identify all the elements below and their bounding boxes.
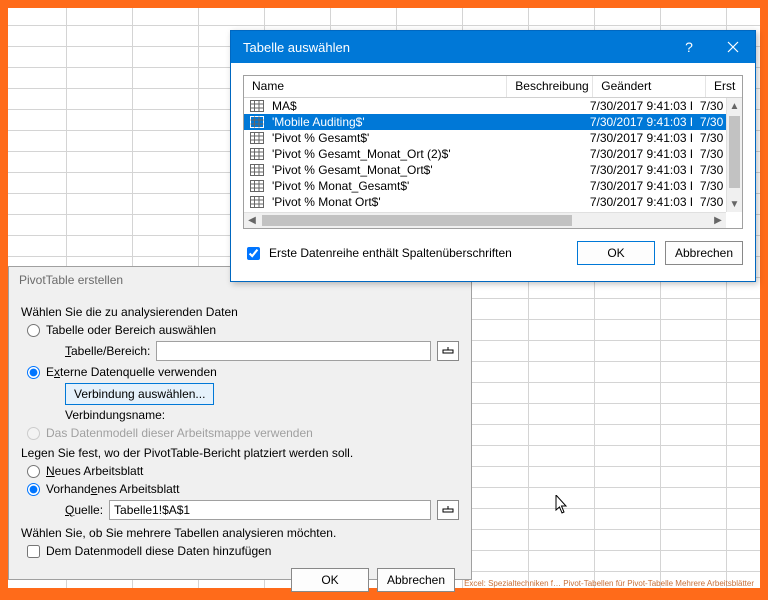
col-created[interactable]: Erst — [706, 76, 742, 97]
scroll-up-icon: ▲ — [727, 98, 742, 114]
cell-name: 'Mobile Auditing$' — [264, 115, 503, 129]
radio-use-data-model-label: Das Datenmodell dieser Arbeitsmappe verw… — [46, 426, 313, 440]
scroll-left-icon: ◀ — [244, 213, 260, 228]
col-name[interactable]: Name — [244, 76, 507, 97]
cell-modified: 7/30/2017 9:41:03 PM — [582, 179, 692, 193]
table-row[interactable]: 'Mobile Auditing$' 7/30/2017 9:41:03 PM7/… — [244, 114, 726, 130]
table-icon — [250, 180, 264, 192]
horizontal-scrollbar[interactable]: ◀ ▶ — [244, 212, 726, 228]
scroll-thumb-h[interactable] — [262, 215, 572, 226]
checkbox-first-row-headers-label: Erste Datenreihe enthält Spaltenüberschr… — [269, 246, 512, 260]
table-row[interactable]: 'Pivot % Gesamt_Monat_Ort$' 7/30/2017 9:4… — [244, 162, 726, 178]
label-source: Quelle: — [65, 503, 103, 517]
table-row[interactable]: MA$ 7/30/2017 9:41:03 PM7/30 — [244, 98, 726, 114]
cell-created: 7/30 — [692, 147, 726, 161]
cell-name: 'Pivot % Gesamt_Monat_Ort$' — [264, 163, 503, 177]
select-table-titlebar[interactable]: Tabelle auswählen ? — [231, 31, 755, 63]
table-row[interactable]: 'Pivot % Monat_Gesamt$' 7/30/2017 9:41:03… — [244, 178, 726, 194]
cell-created: 7/30 — [692, 115, 726, 129]
cell-name: 'Pivot % Monat_Gesamt$' — [264, 179, 503, 193]
col-desc[interactable]: Beschreibung — [507, 76, 593, 97]
cell-modified: 7/30/2017 9:41:03 PM — [582, 115, 692, 129]
checkbox-first-row-headers[interactable] — [247, 247, 260, 260]
label-connection-name: Verbindungsname: — [65, 408, 165, 422]
table-ok-button[interactable]: OK — [577, 241, 655, 265]
table-icon — [250, 100, 264, 112]
cell-created: 7/30 — [692, 179, 726, 193]
radio-external-source[interactable] — [27, 366, 40, 379]
cell-modified: 7/30/2017 9:41:03 PM — [582, 195, 692, 209]
checkbox-add-to-datamodel[interactable] — [27, 545, 40, 558]
radio-table-range-label: Tabelle oder Bereich auswählen — [46, 323, 216, 337]
input-table-range[interactable] — [156, 341, 431, 361]
help-icon: ? — [685, 39, 693, 55]
radio-existing-sheet-label: Vorhandenes Arbeitsblatt — [46, 482, 179, 496]
mouse-cursor-icon — [555, 495, 569, 515]
table-row[interactable]: 'Pivot % Gesamt$' 7/30/2017 9:41:03 PM7/3… — [244, 130, 726, 146]
collapse-icon — [442, 504, 454, 516]
cell-modified: 7/30/2017 9:41:03 PM — [582, 147, 692, 161]
cell-modified: 7/30/2017 9:41:03 PM — [582, 131, 692, 145]
table-icon — [250, 116, 264, 128]
select-table-title: Tabelle auswählen — [243, 40, 350, 55]
help-button[interactable]: ? — [667, 31, 711, 63]
cell-name: 'Pivot % Monat Ort$' — [264, 195, 503, 209]
radio-external-source-label: Externe Datenquelle verwenden — [46, 365, 217, 379]
input-source[interactable] — [109, 500, 431, 520]
radio-table-range[interactable] — [27, 324, 40, 337]
label-table-range: Tabelle/Bereich: — [65, 344, 150, 358]
table-cancel-button[interactable]: Abbrechen — [665, 241, 743, 265]
radio-new-sheet[interactable] — [27, 465, 40, 478]
table-row[interactable]: 'Pivot % Gesamt_Monat_Ort (2)$' 7/30/2017… — [244, 146, 726, 162]
scroll-thumb[interactable] — [729, 116, 740, 188]
watermark-text: Excel: Spezialtechniken f… Pivot-Tabelle… — [464, 579, 754, 588]
pivot-multi-text: Wählen Sie, ob Sie mehrere Tabellen anal… — [21, 526, 459, 540]
cell-created: 7/30 — [692, 131, 726, 145]
pivot-create-dialog: PivotTable erstellen Wählen Sie die zu a… — [8, 266, 472, 580]
table-header-row: Name Beschreibung Geändert Erst — [244, 76, 742, 98]
ref-picker-range[interactable] — [437, 341, 459, 361]
checkbox-add-to-datamodel-label: Dem Datenmodell diese Daten hinzufügen — [46, 544, 271, 558]
scroll-right-icon: ▶ — [710, 213, 726, 228]
table-row[interactable]: 'Pivot % Monat Ort$' 7/30/2017 9:41:03 PM… — [244, 194, 726, 210]
pivot-placement-text: Legen Sie fest, wo der PivotTable-Berich… — [21, 446, 459, 460]
close-button[interactable] — [711, 31, 755, 63]
table-icon — [250, 148, 264, 160]
radio-use-data-model — [27, 427, 40, 440]
cell-modified: 7/30/2017 9:41:03 PM — [582, 163, 692, 177]
cell-created: 7/30 — [692, 99, 726, 113]
pivot-intro-text: Wählen Sie die zu analysierenden Daten — [21, 305, 459, 319]
table-icon — [250, 132, 264, 144]
cell-name: MA$ — [264, 99, 503, 113]
table-list: Name Beschreibung Geändert Erst MA$ 7/30/… — [243, 75, 743, 229]
ref-picker-source[interactable] — [437, 500, 459, 520]
cell-created: 7/30 — [692, 195, 726, 209]
pivot-cancel-button[interactable]: Abbrechen — [377, 568, 455, 592]
col-modified[interactable]: Geändert — [593, 76, 706, 97]
table-icon — [250, 196, 264, 208]
radio-new-sheet-label: Neues Arbeitsblatt — [46, 464, 143, 478]
scroll-down-icon: ▼ — [727, 196, 742, 212]
table-icon — [250, 164, 264, 176]
cell-modified: 7/30/2017 9:41:03 PM — [582, 99, 692, 113]
collapse-icon — [442, 345, 454, 357]
pivot-ok-button[interactable]: OK — [291, 568, 369, 592]
cell-name: 'Pivot % Gesamt$' — [264, 131, 503, 145]
cell-created: 7/30 — [692, 163, 726, 177]
choose-connection-button[interactable]: Verbindung auswählen... — [65, 383, 214, 405]
cell-name: 'Pivot % Gesamt_Monat_Ort (2)$' — [264, 147, 503, 161]
select-table-dialog: Tabelle auswählen ? Name Beschreibung Ge… — [230, 30, 756, 282]
vertical-scrollbar[interactable]: ▲ ▼ — [726, 98, 742, 212]
radio-existing-sheet[interactable] — [27, 483, 40, 496]
close-icon — [727, 41, 739, 53]
